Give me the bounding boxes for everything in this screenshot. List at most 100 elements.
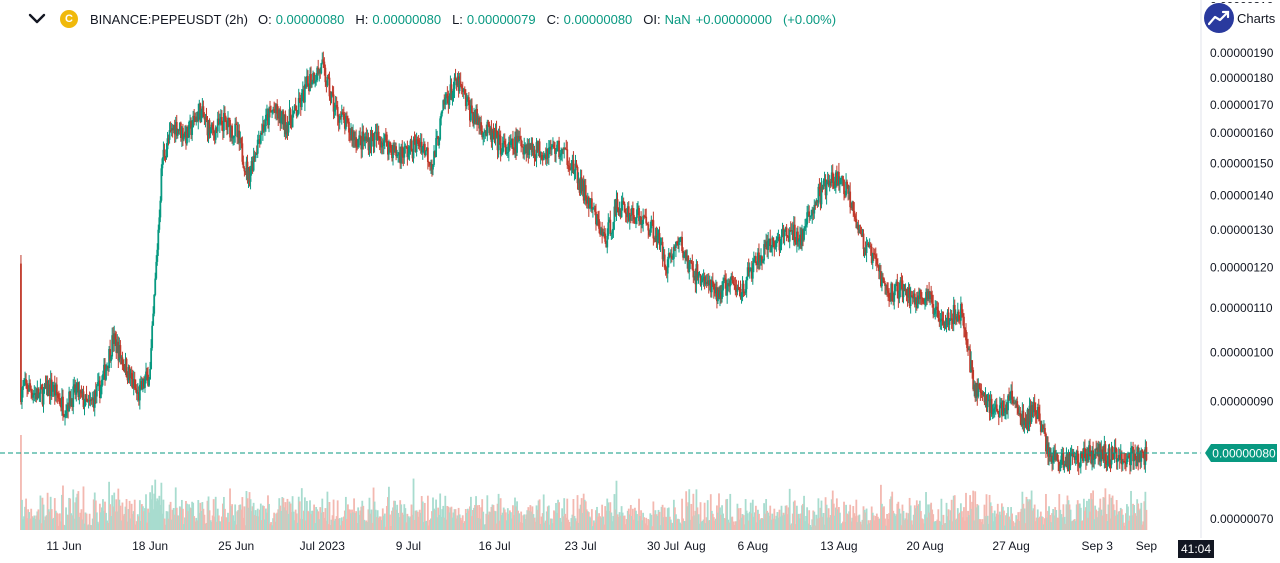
candle-body [968, 349, 970, 351]
candle-body [542, 155, 545, 161]
volume-bar [308, 511, 310, 530]
volume-bar [827, 508, 830, 530]
volume-bar [747, 520, 750, 530]
candle-body [201, 106, 204, 111]
volume-bar [1022, 503, 1025, 530]
volume-bar [720, 514, 722, 530]
candle-body [915, 297, 918, 308]
volume-bar [239, 504, 242, 530]
volume-bar [1067, 500, 1070, 530]
candle-body [385, 134, 388, 147]
volume-bar [518, 513, 520, 530]
volume-bar [543, 522, 546, 530]
volume-bar [903, 520, 906, 530]
candle-body [631, 208, 634, 215]
candle-body [547, 147, 550, 158]
volume-bar [376, 510, 379, 530]
candle-body [757, 252, 759, 266]
volume-bar [107, 522, 109, 530]
volume-bar [838, 507, 840, 530]
candle-body [219, 117, 222, 120]
candle-body [213, 133, 216, 140]
candle-body [173, 124, 176, 135]
volume-bar [829, 515, 832, 530]
volume-bar [379, 516, 382, 530]
volume-bar [131, 514, 134, 530]
candle-body [1089, 445, 1091, 457]
candle-body [313, 73, 315, 84]
volume-bar [573, 515, 576, 530]
symbol-label[interactable]: BINANCE:PEPEUSDT (2h) [90, 11, 248, 27]
candle-body [325, 82, 328, 86]
candle-body [991, 412, 994, 415]
candle-body [530, 142, 533, 150]
volume-bar [689, 519, 692, 530]
volume-bar [196, 520, 199, 530]
volume-bar [653, 514, 656, 530]
price-tick-label: 0.00000160 [1210, 126, 1274, 140]
candle-body [26, 383, 28, 390]
candle-body [138, 384, 141, 401]
candle-body [366, 137, 369, 141]
volume-bar [581, 512, 584, 530]
candle-body [462, 89, 465, 93]
volume-bar [1028, 499, 1031, 530]
collapse-legend-button[interactable] [24, 6, 50, 32]
volume-bar [1107, 504, 1110, 530]
candle-body [957, 311, 960, 320]
candle-body [695, 264, 698, 285]
candle-body [156, 249, 159, 262]
volume-bar [227, 512, 229, 530]
candle-body [151, 325, 154, 349]
candle-body [954, 316, 957, 320]
candle-body [146, 371, 148, 375]
candle-body [834, 172, 837, 186]
volume-bar [814, 525, 817, 530]
volume-bar [956, 508, 959, 530]
volume-bar [138, 500, 141, 530]
volume-bar [1145, 509, 1148, 530]
candle-body [310, 74, 312, 85]
candle-body [861, 233, 864, 236]
volume-bar [171, 509, 174, 530]
candle-body [279, 109, 282, 124]
volume-bar [503, 509, 506, 530]
tradingview-charts-badge[interactable]: Charts [1204, 3, 1280, 33]
volume-bar [381, 508, 384, 530]
volume-bar [366, 522, 369, 530]
volume-bar [476, 505, 478, 530]
volume-bar [496, 503, 499, 530]
volume-bar [886, 513, 888, 530]
volume-bar [358, 514, 361, 530]
candle-body [702, 276, 705, 279]
candle-body [588, 205, 591, 208]
candle-body [484, 130, 487, 132]
candle-body [135, 389, 138, 394]
candle-body [71, 398, 74, 408]
volume-bar [861, 519, 864, 530]
candle-body [995, 404, 998, 411]
volume-bar [97, 523, 100, 530]
price-tick-label: 0.00000090 [1210, 395, 1274, 409]
candle-body [311, 82, 313, 85]
candle-body [520, 139, 523, 147]
candle-body [623, 203, 626, 213]
candle-body [869, 245, 872, 247]
candle-body [104, 364, 106, 380]
volume-bar [675, 514, 677, 530]
volume-bar [932, 514, 935, 530]
candle-body [842, 176, 844, 181]
candle-body [814, 204, 817, 206]
candle-body [662, 254, 665, 260]
candle-body [573, 170, 576, 174]
volume-bar [363, 519, 366, 530]
candle-body [886, 285, 888, 291]
volume-bar [717, 512, 719, 530]
candle-body [565, 149, 568, 151]
volume-bar [365, 520, 368, 530]
candle-body [786, 235, 789, 237]
candle-body [363, 140, 366, 142]
volume-bar [626, 510, 629, 530]
candle-body [863, 248, 866, 250]
